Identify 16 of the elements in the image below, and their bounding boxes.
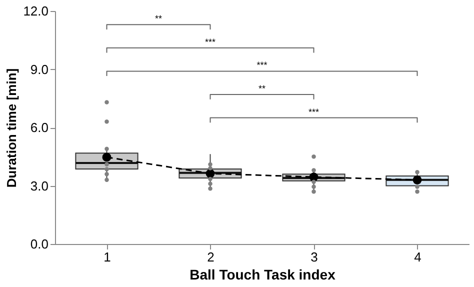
annotation: *** (256, 60, 268, 70)
x-tick-label: 4 (414, 250, 422, 264)
y-axis-title: Duration time [min] (4, 68, 20, 188)
annotation: ** (154, 14, 162, 24)
annotation: *** (308, 106, 320, 117)
y-tick-label: 0.0 (30, 236, 48, 252)
x-tick-label: 1 (104, 250, 111, 264)
y-tick-label: 6.0 (30, 120, 48, 135)
annotation: ** (258, 83, 266, 94)
x-tick-label: 2 (207, 250, 214, 264)
x-axis-title: Ball Touch Task index (190, 266, 336, 282)
annotation: *** (204, 36, 216, 47)
y-tick-label: 3.0 (30, 178, 48, 194)
x-tick-label: 3 (310, 250, 318, 264)
y-tick-label: 12.0 (23, 4, 48, 18)
y-tick-label: 9.0 (30, 62, 48, 77)
